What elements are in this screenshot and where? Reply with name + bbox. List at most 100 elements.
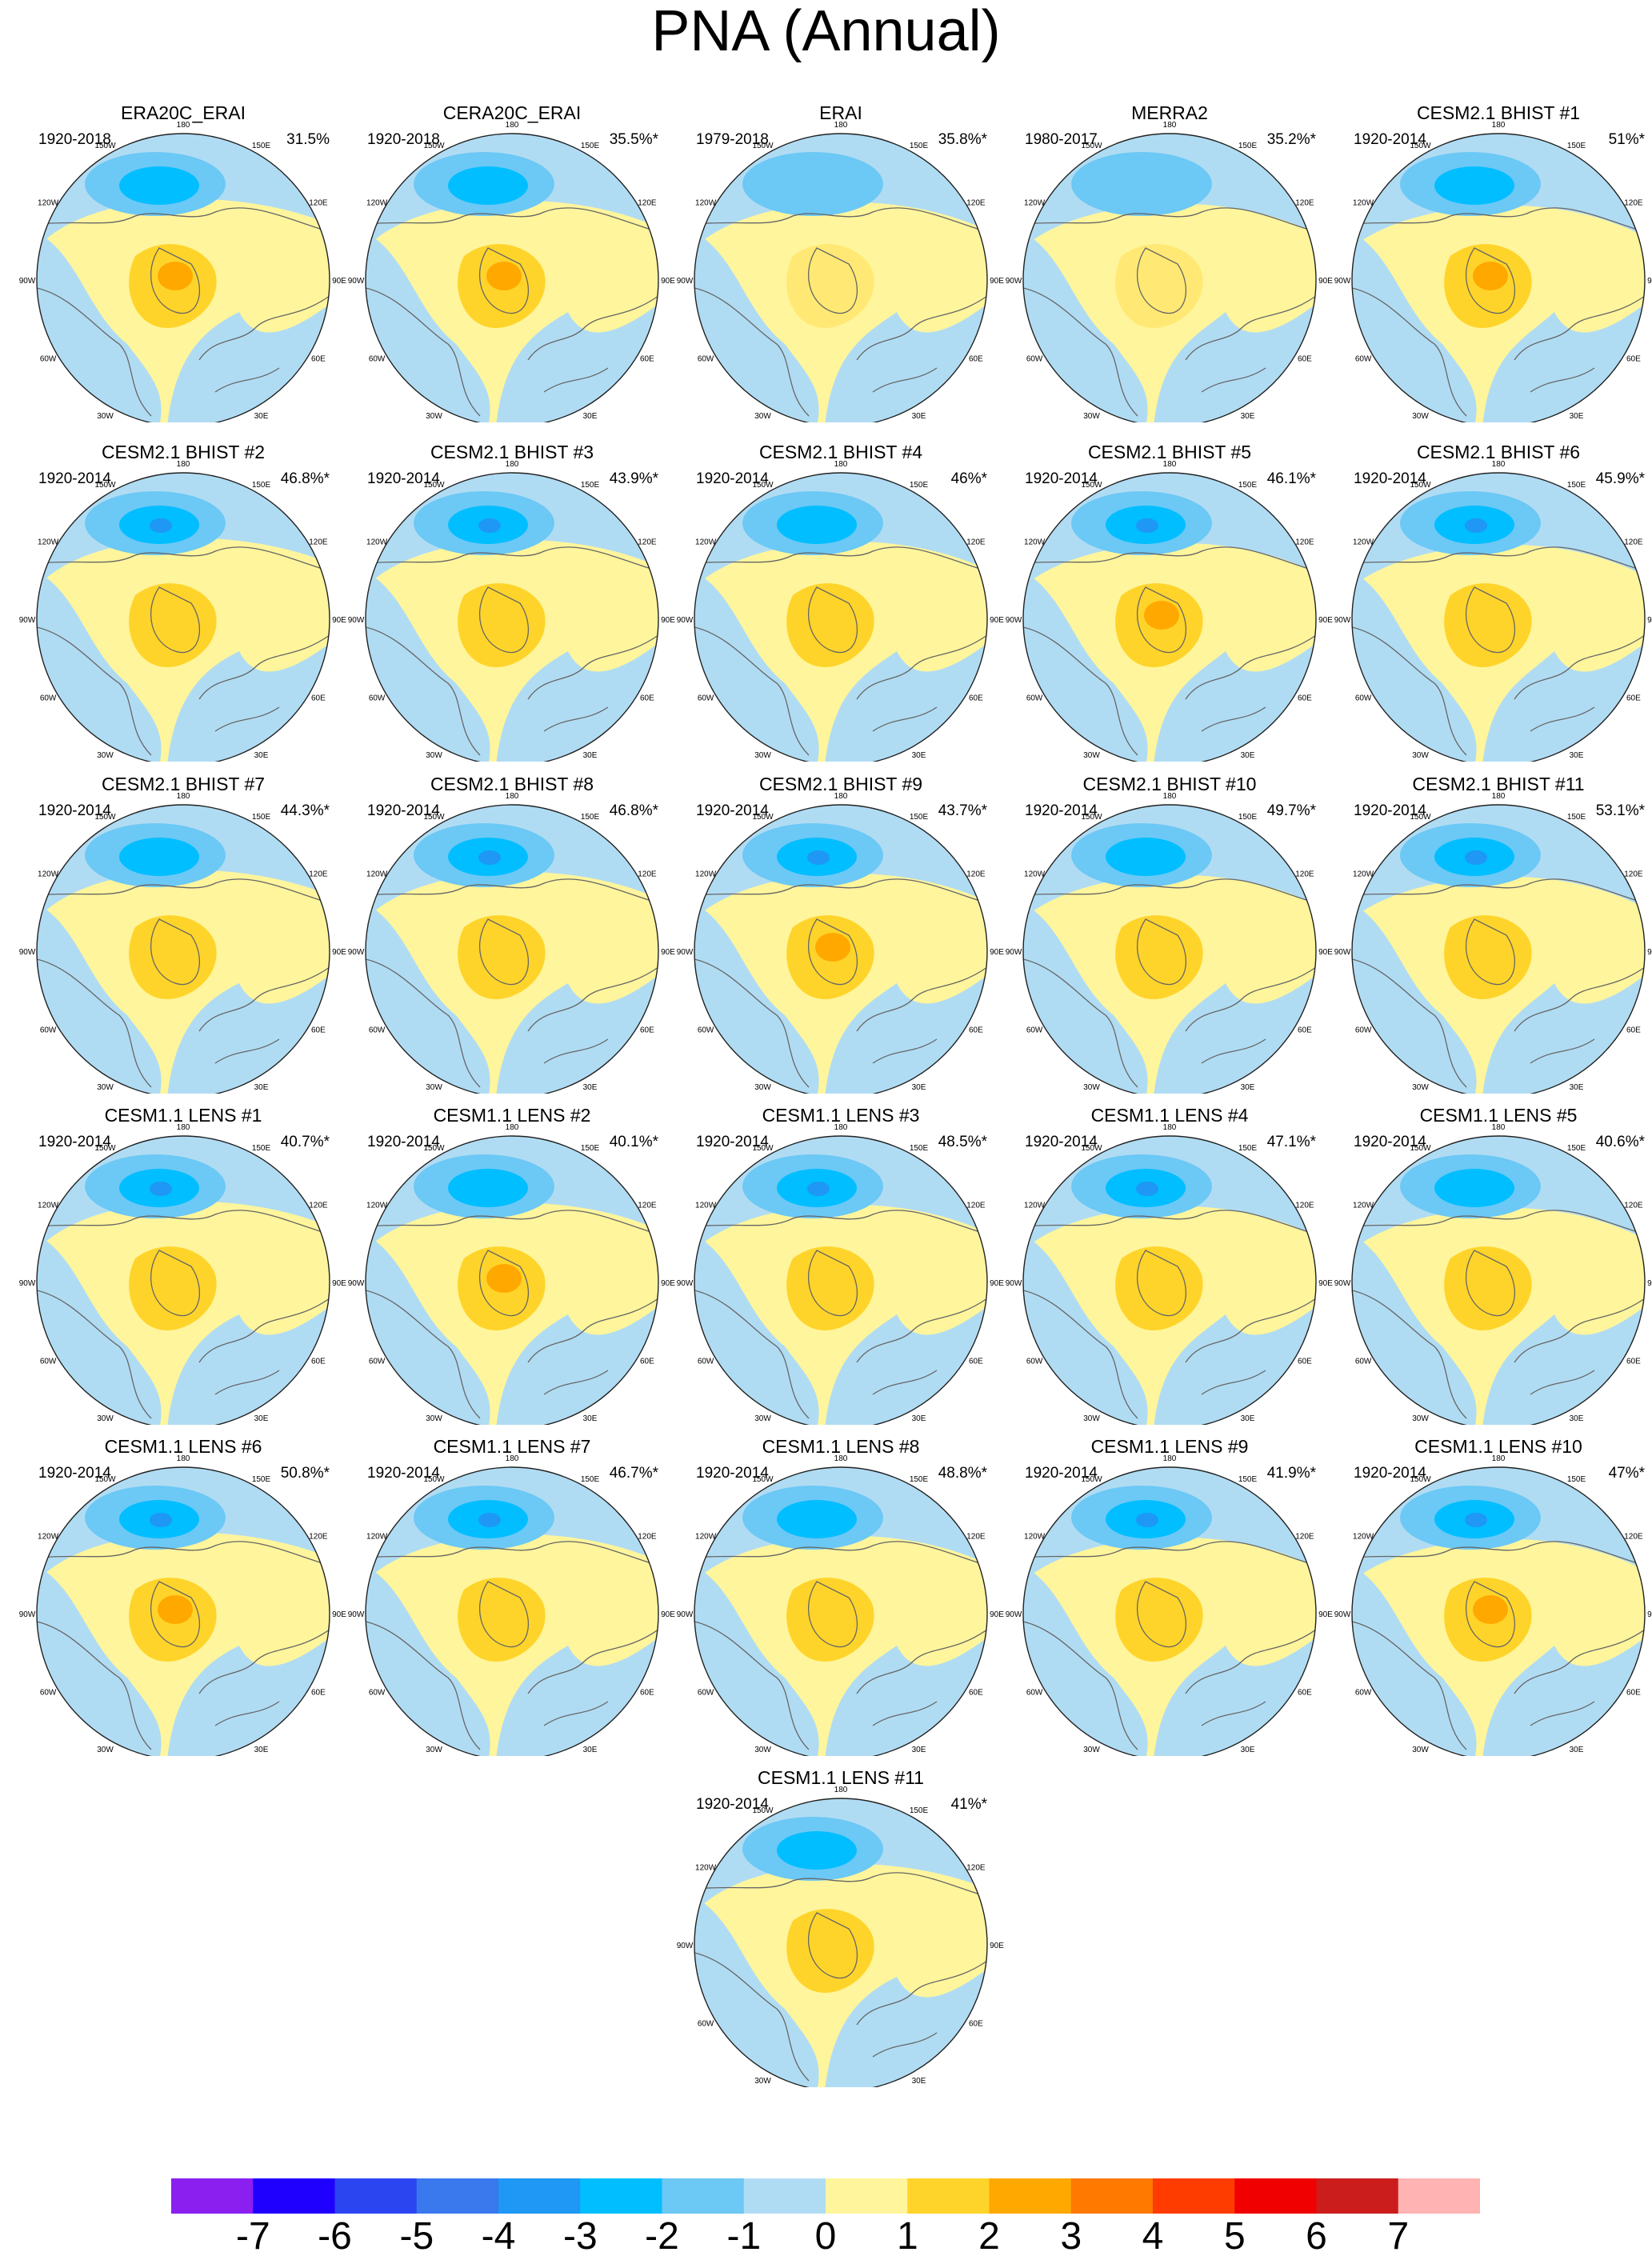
longitude-label: 90E [332,948,346,957]
coastline [872,2032,938,2058]
polar-map: 180150E120E90E60E30E030W60W90W120W150W [19,460,346,762]
longitude-label: 120W [366,1202,388,1210]
panel-period: 1920-2014 [1354,131,1426,148]
colorbar-tick-label: 6 [1306,2215,1327,2258]
panel-period: 1920-2018 [38,131,111,148]
longitude-label: 90W [677,616,694,625]
colorbar-swatch [662,2178,745,2214]
longitude-label: 150E [1567,481,1586,490]
pacific-low-contour [1434,1169,1514,1207]
longitude-label: 120E [309,199,328,208]
colorbar-swatch [171,2178,254,2214]
longitude-label: 60W [369,355,386,364]
panel-period: 1920-2014 [696,470,769,487]
coastline [37,287,152,417]
map-outline [36,1466,330,1756]
map-outline [1022,133,1317,422]
panel-variance-percent: 40.7%* [280,1134,330,1150]
panel-period: 1920-2014 [696,1134,769,1150]
panel-title: CESM1.1 LENS #8 [762,1436,920,1457]
colorbar-swatch [580,2178,662,2214]
polar-map: 180150E120E90E60E30E030W60W90W120W150W [677,792,1004,1094]
longitude-label: 150W [423,142,445,150]
longitude-label: 90E [990,1942,1004,1950]
coastline [543,1038,609,1064]
polar-map: 180150E120E90E60E30E030W60W90W120W150W [348,121,675,422]
longitude-label: 90E [1318,948,1333,957]
coastline [872,1701,938,1726]
coastline [1530,706,1595,732]
longitude-label: 90W [19,1279,36,1288]
longitude-label: 150E [252,1475,271,1484]
panel-title: CESM1.1 LENS #2 [433,1105,591,1126]
map-panel: 180150E120E90E60E30E030W60W90W120W150WCE… [677,442,1005,762]
coastline [807,1912,858,1979]
longitude-label: 120E [638,538,657,547]
panel-period: 1920-2014 [38,1134,111,1150]
longitude-label: 120W [1353,538,1374,547]
coastline [1023,1541,1316,1566]
north-america-high-core [158,1595,193,1624]
longitude-label: 150W [423,813,445,822]
panel-title: CESM2.1 BHIST #5 [1087,442,1252,462]
coastline [527,1298,658,1363]
longitude-label: 180 [506,121,519,130]
longitude-label: 120W [366,538,388,547]
longitude-label: 60W [698,1026,714,1035]
longitude-label: 180 [177,460,190,469]
longitude-label: 30W [754,412,771,421]
longitude-label: 120W [1353,1533,1374,1542]
longitude-label: 60W [40,1358,57,1366]
longitude-label: 150W [94,1475,116,1484]
map-panel: 180150E120E90E60E30E030W60W90W120W150WCE… [348,1436,676,1756]
coastline [856,295,987,361]
panel-variance-percent: 47%* [1608,1465,1645,1482]
longitude-label: 150E [581,813,600,822]
pacific-low-contour [777,1500,857,1538]
coastline [1185,1629,1316,1694]
longitude-label: 150E [1567,1475,1586,1484]
map-panel: 180150E120E90E60E30E030W60W90W120W150WCE… [19,1436,347,1756]
longitude-label: 90E [1647,1610,1652,1619]
longitude-label: 90W [1334,1610,1351,1619]
colorbar-tick-label: -4 [481,2215,516,2258]
coastline [1514,295,1645,361]
longitude-label: 150W [1410,142,1431,150]
coastline [856,634,987,700]
longitude-label: 120E [309,870,328,879]
map-panel: 180150E120E90E60E30E030W60W90W120W150WCE… [1006,1436,1334,1756]
panel-variance-percent: 47.1%* [1266,1134,1316,1150]
longitude-label: 150W [752,1806,774,1815]
longitude-label: 180 [177,792,190,801]
panel-variance-percent: 46.1%* [1266,470,1316,487]
pacific-low-core [1136,1513,1158,1527]
polar-map: 180150E120E90E60E30E030W60W90W120W150W [1006,1123,1333,1425]
longitude-label: 60E [311,355,326,364]
longitude-label: 60E [1298,694,1312,703]
coastline [543,367,609,393]
panel-title: CESM2.1 BHIST #1 [1416,102,1581,123]
polar-map: 180150E120E90E60E30E030W60W90W120W150W [348,460,675,762]
colorbar-tick-label: 3 [1060,2215,1082,2258]
longitude-label: 120W [38,199,59,208]
coastline [37,626,152,756]
map-panel: 180150E120E90E60E30E030W60W90W120W150WCE… [677,1767,1005,2087]
coastline [1136,1250,1187,1317]
coastline [694,878,987,904]
longitude-label: 150W [94,813,116,822]
map-panel: 180150E120E90E60E30E030W60W90W120W150WCE… [19,774,347,1094]
coastline [527,1629,658,1694]
colorbar-swatch [1153,2178,1235,2214]
longitude-label: 180 [177,121,190,130]
map-outline [1351,472,1646,762]
longitude-label: 120E [1624,1533,1643,1542]
pacific-low-core [478,850,501,865]
panel-title: CESM2.1 BHIST #8 [430,774,594,794]
longitude-label: 60W [40,1026,57,1035]
colorbar-swatch [907,2178,990,2214]
panel-period: 1920-2014 [1025,802,1098,819]
coastline [1136,247,1187,314]
coastline [694,1290,810,1419]
panel-period: 1980-2017 [1025,131,1098,148]
longitude-label: 90W [677,277,694,286]
